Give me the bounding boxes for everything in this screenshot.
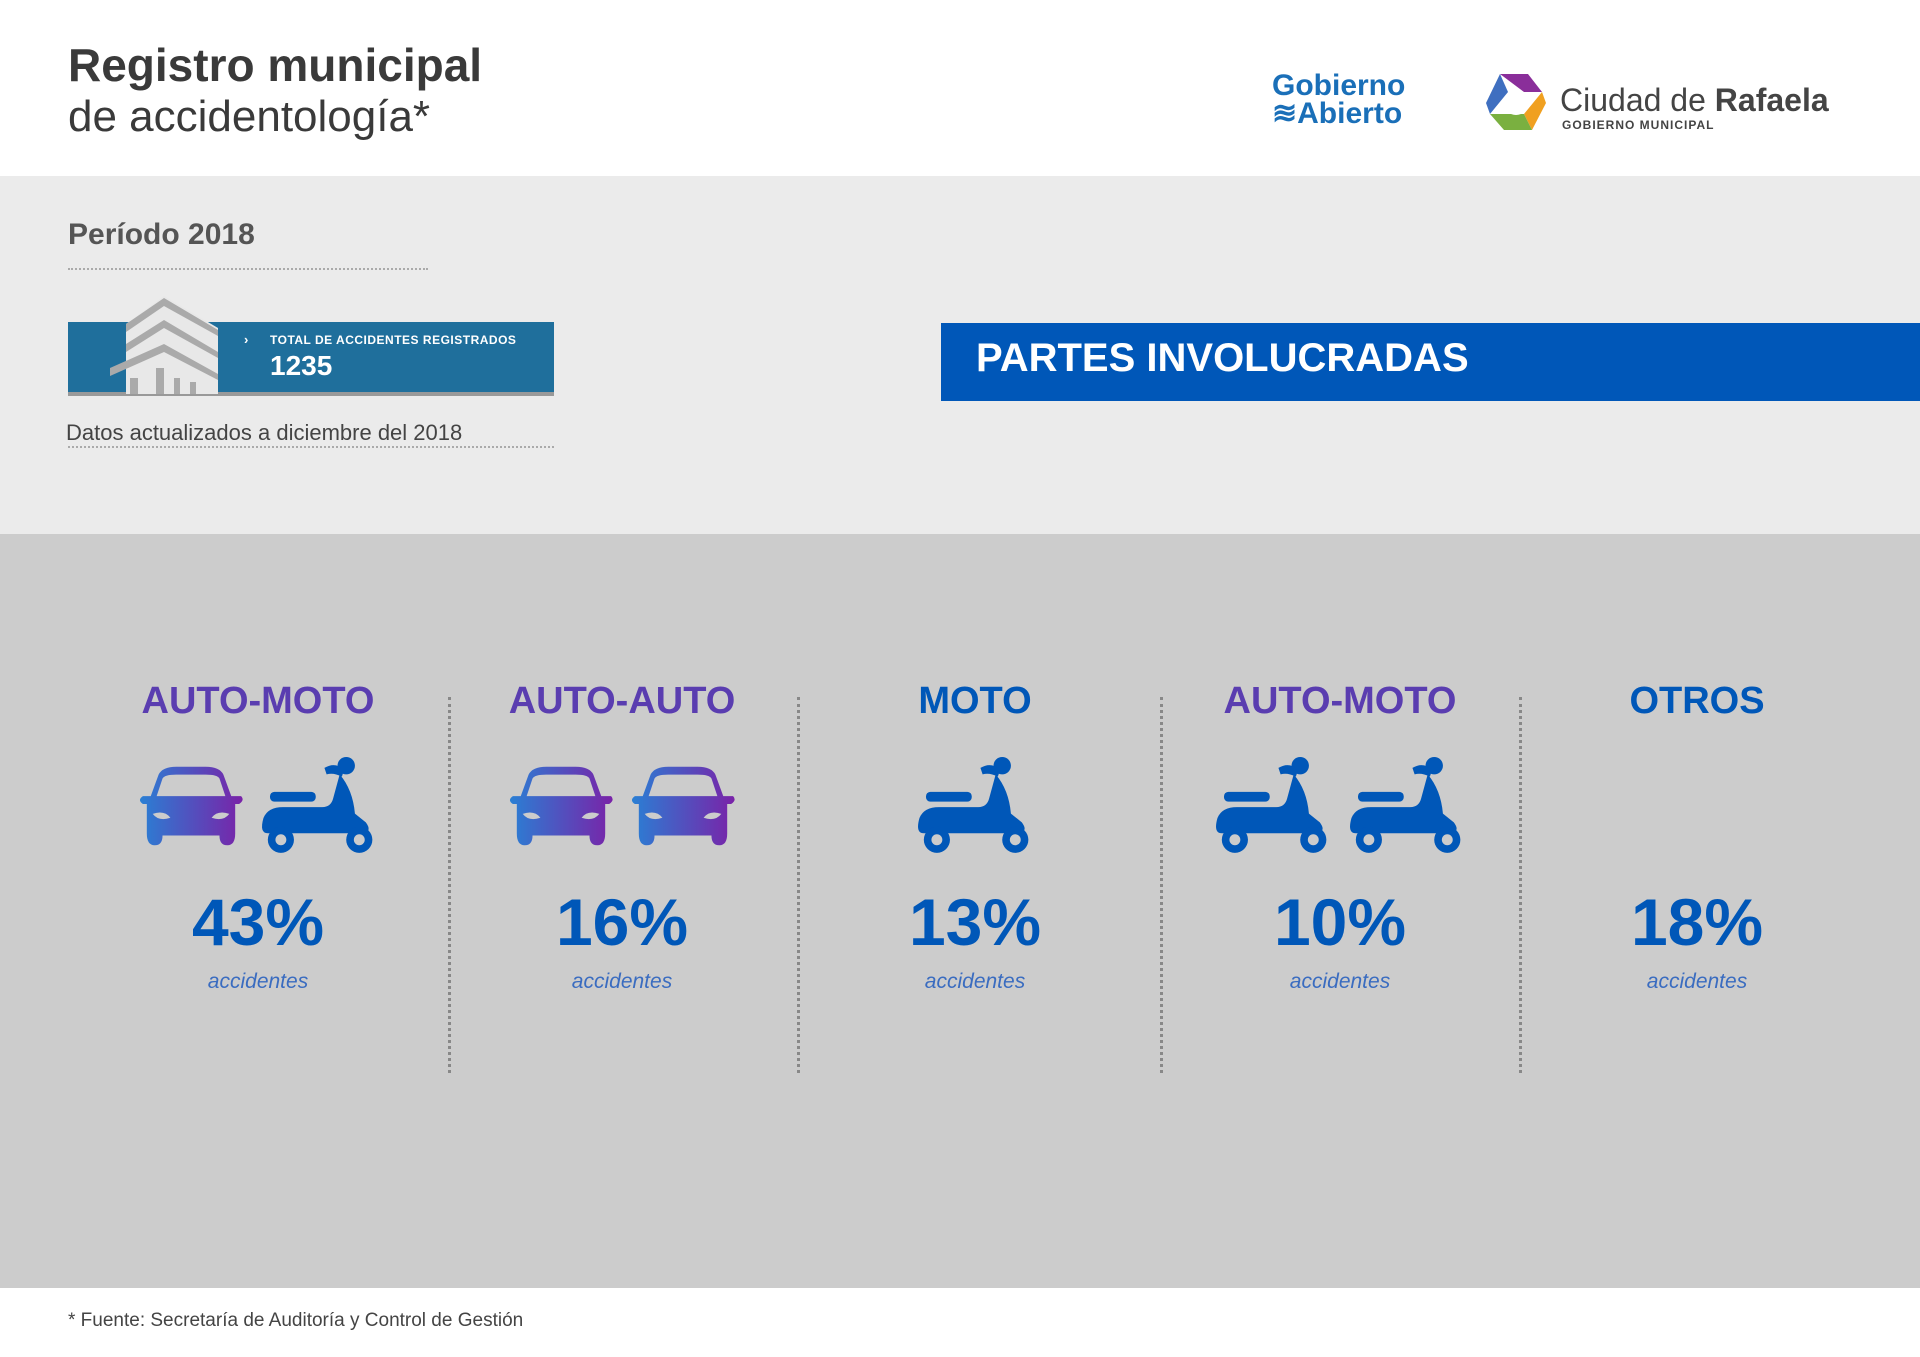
- scooter-icon: [1347, 757, 1467, 855]
- car-icon: [507, 764, 615, 848]
- column-divider: [1519, 697, 1522, 1073]
- category-unit: accidentes: [1646, 970, 1748, 993]
- page-title: Registro municipal: [68, 39, 483, 91]
- category-percent: 10%: [1273, 885, 1407, 959]
- updated-note: Datos actualizados a diciembre del 2018: [66, 420, 463, 445]
- building-icon: [110, 296, 218, 394]
- category-percent: 43%: [191, 885, 325, 959]
- category-percent: 13%: [908, 885, 1042, 959]
- gobierno-abierto-logo: Gobierno ≋Abierto: [1272, 69, 1406, 130]
- chevron-right-icon: ›: [244, 332, 249, 347]
- category-percent: 18%: [1630, 885, 1764, 959]
- logo-subtitle: GOBIERNO MUNICIPAL: [1562, 118, 1715, 132]
- ciudad-rafaela-logo-icon: [1486, 74, 1546, 130]
- ciudad-rafaela-name: Ciudad de Rafaela: [1560, 82, 1829, 119]
- category-label: OTROS: [1629, 680, 1765, 722]
- total-label: TOTAL DE ACCIDENTES REGISTRADOS: [270, 333, 517, 347]
- category-3: AUTO-MOTO 10% accidentes: [1170, 680, 1510, 994]
- category-label: MOTO: [918, 680, 1032, 722]
- period-label: Período 2018: [68, 218, 255, 251]
- stats-band: [0, 534, 1920, 1288]
- scooter-icon: [259, 757, 379, 855]
- total-value: 1235: [270, 350, 333, 381]
- scooter-icon: [915, 757, 1035, 855]
- waves-icon: ≋: [1272, 97, 1298, 130]
- logo-text: Rafaela: [1714, 82, 1829, 118]
- category-icons: [88, 746, 428, 866]
- car-icon: [137, 764, 245, 848]
- logo-text: Abierto: [1297, 97, 1403, 130]
- category-icons: [452, 746, 792, 866]
- section-banner: [941, 323, 1920, 401]
- category-4: OTROS 18% accidentes: [1527, 680, 1867, 994]
- category-label: AUTO-MOTO: [1223, 680, 1457, 722]
- category-icons: [1527, 746, 1867, 866]
- category-label: AUTO-AUTO: [508, 680, 736, 722]
- page-subtitle: de accidentología*: [68, 92, 431, 141]
- category-unit: accidentes: [207, 970, 309, 993]
- section-title: PARTES INVOLUCRADAS: [976, 336, 1469, 380]
- header: [0, 0, 1920, 176]
- category-2: MOTO 13% accidentes: [805, 680, 1145, 994]
- column-divider: [797, 697, 800, 1073]
- category-unit: accidentes: [571, 970, 673, 993]
- category-0: AUTO-MOTO 43% accidentes: [88, 680, 428, 994]
- scooter-icon: [1213, 757, 1333, 855]
- category-label: AUTO-MOTO: [141, 680, 375, 722]
- footer-source: * Fuente: Secretaría de Auditoría y Cont…: [68, 1310, 524, 1331]
- column-divider: [1160, 697, 1163, 1073]
- divider: [68, 392, 554, 396]
- logo-text: Gobierno: [1272, 69, 1406, 102]
- category-1: AUTO-AUTO 16% accidentes: [452, 680, 792, 994]
- divider: [68, 268, 428, 270]
- car-icon: [629, 764, 737, 848]
- category-unit: accidentes: [1289, 970, 1391, 993]
- category-unit: accidentes: [924, 970, 1026, 993]
- category-icons: [1170, 746, 1510, 866]
- logo-text: Ciudad de: [1560, 82, 1715, 118]
- category-icons: [805, 746, 1145, 866]
- divider: [68, 446, 554, 448]
- column-divider: [448, 697, 451, 1073]
- category-percent: 16%: [555, 885, 689, 959]
